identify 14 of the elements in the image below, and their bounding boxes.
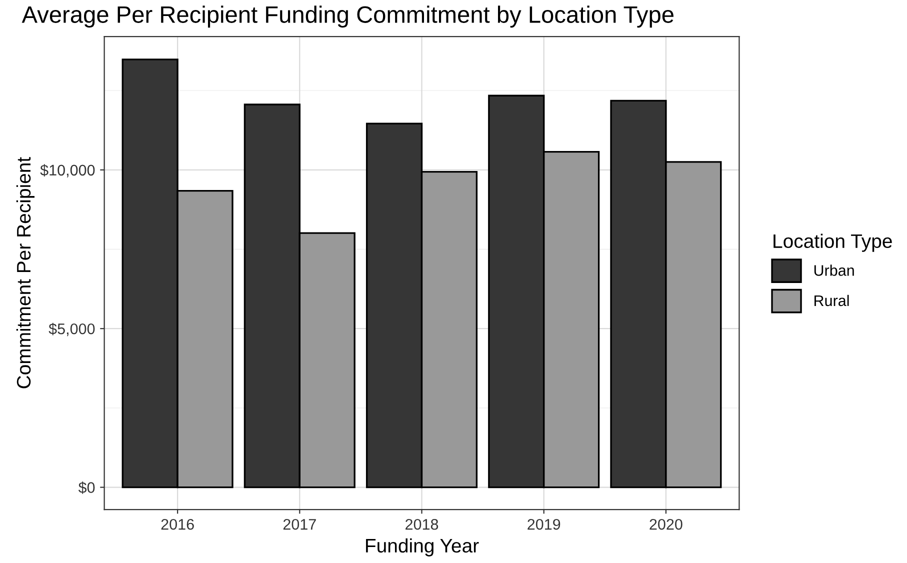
y-tick-label: $5,000 [48, 322, 95, 336]
x-tick-label: 2020 [650, 518, 682, 530]
chart-title: Average Per Recipient Funding Commitment by Location Type [22, 6, 674, 28]
y-tick-label: $10,000 [40, 164, 95, 178]
x-axis-title: Funding Year [366, 538, 479, 556]
x-tick-label: 2018 [406, 518, 438, 530]
x-tick-label: 2017 [283, 518, 316, 530]
x-tick-label: 2019 [528, 518, 560, 530]
x-tick-label: 2016 [161, 518, 194, 530]
legend-label: Rural [814, 294, 849, 306]
legend-label: Urban [814, 264, 854, 276]
legend-title: Location Type [774, 234, 892, 252]
y-tick-label: $0 [78, 482, 95, 494]
y-axis-title: Commitment Per Recipient [16, 157, 34, 388]
